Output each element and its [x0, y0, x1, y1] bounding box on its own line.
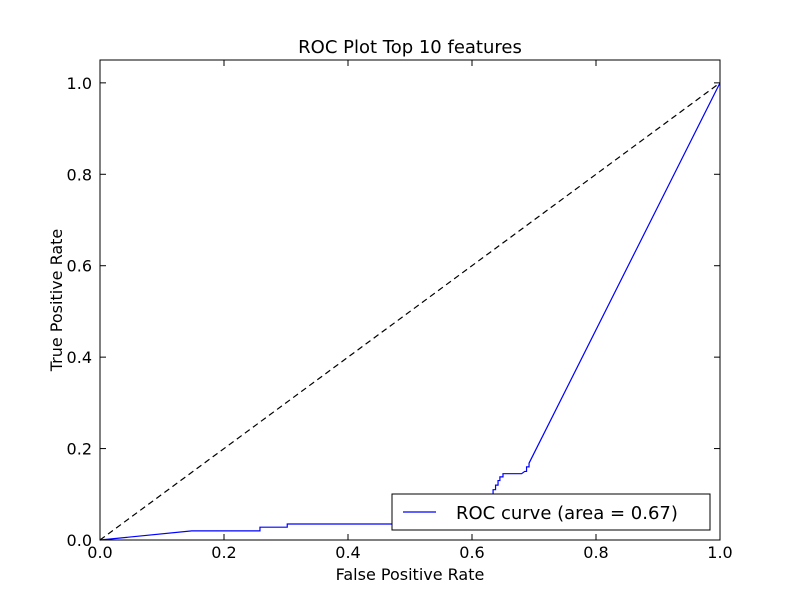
- x-tick-label: 0.8: [583, 543, 608, 562]
- y-tick-label: 0.2: [67, 440, 92, 459]
- y-tick-label: 0.0: [67, 531, 92, 550]
- y-tick-label: 0.8: [67, 165, 92, 184]
- plot-area: [99, 82, 721, 541]
- legend-label: ROC curve (area = 0.67): [456, 503, 678, 524]
- y-axis-label: True Positive Rate: [47, 229, 66, 373]
- roc-curve-line: [99, 82, 721, 541]
- legend-box: [391, 493, 711, 531]
- x-tick-label: 1.0: [707, 543, 732, 562]
- chance-diagonal-line: [99, 82, 721, 541]
- axis-ticks: 0.0 0.2 0.4 0.6 0.8 1.0 0.0 0.2 0.4 0.6 0.8 1.0: [67, 60, 733, 562]
- x-tick-label: 0.0: [87, 543, 112, 562]
- y-tick-label: 0.6: [67, 257, 92, 276]
- x-tick-label: 0.6: [459, 543, 484, 562]
- x-tick-label: 0.2: [211, 543, 236, 562]
- axes-frame: [99, 59, 721, 541]
- x-axis-label: False Positive Rate: [336, 565, 485, 584]
- chart-title: ROC Plot Top 10 features: [298, 37, 522, 58]
- legend: ROC curve (area = 0.67): [391, 493, 711, 531]
- y-tick-label: 1.0: [67, 74, 92, 93]
- x-tick-label: 0.4: [335, 543, 360, 562]
- y-tick-label: 0.4: [67, 348, 92, 367]
